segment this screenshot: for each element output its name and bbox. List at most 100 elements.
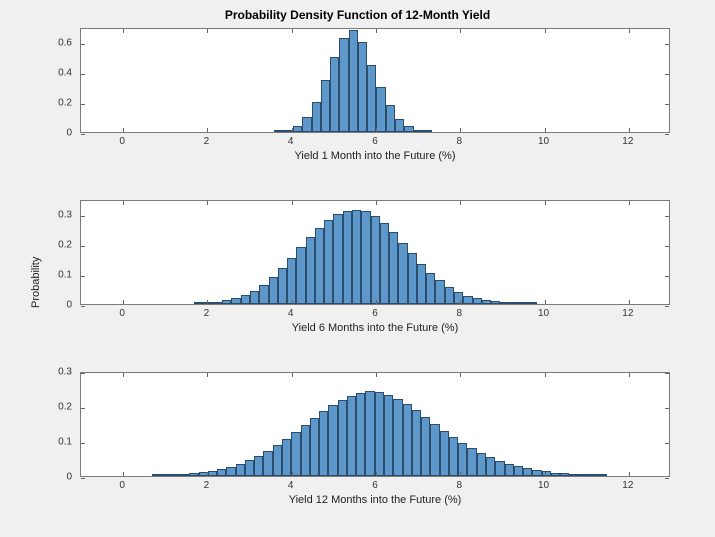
xtick-mark [123, 201, 124, 205]
histogram-bar [361, 211, 370, 304]
histogram-bar [319, 411, 328, 476]
bars-container [81, 29, 669, 132]
xtick-mark [460, 201, 461, 205]
histogram-bar [250, 291, 259, 305]
xtick-mark [123, 300, 124, 304]
xtick-mark [629, 201, 630, 205]
ytick-mark [81, 216, 85, 217]
ytick-mark [665, 216, 669, 217]
histogram-bar [477, 453, 486, 476]
ytick-mark [665, 134, 669, 135]
histogram-bar [259, 285, 268, 305]
xtick-label: 2 [191, 308, 221, 319]
xtick-label: 8 [444, 308, 474, 319]
ytick-mark [81, 306, 85, 307]
histogram-bar [274, 130, 283, 132]
histogram-bar [384, 395, 393, 476]
ytick-mark [81, 443, 85, 444]
xtick-label: 10 [529, 308, 559, 319]
histogram-bar [180, 474, 189, 476]
histogram-bar [482, 300, 491, 304]
ytick-mark [81, 74, 85, 75]
xtick-mark [292, 128, 293, 132]
histogram-bar [486, 457, 495, 476]
bars-container [81, 201, 669, 304]
xtick-mark [376, 201, 377, 205]
xtick-mark [123, 373, 124, 377]
histogram-bar [495, 461, 504, 476]
xtick-mark [545, 472, 546, 476]
xtick-mark [207, 373, 208, 377]
histogram-bar [217, 469, 226, 476]
ytick-label: 0.2 [2, 98, 72, 109]
histogram-bar [445, 287, 454, 304]
plot-area [80, 28, 670, 133]
xtick-label: 12 [613, 480, 643, 491]
histogram-bar [514, 466, 523, 476]
ytick-label: 0.1 [2, 270, 72, 281]
xtick-mark [460, 128, 461, 132]
histogram-bar [417, 264, 426, 305]
ytick-mark [665, 276, 669, 277]
histogram-bar [367, 65, 376, 133]
figure: Probability Density Function of 12-Month… [0, 0, 715, 537]
xtick-mark [629, 300, 630, 304]
histogram-bar [376, 87, 385, 132]
histogram-bar [380, 223, 389, 304]
histogram-bar [222, 300, 231, 304]
histogram-bar [328, 405, 337, 476]
xtick-label: 4 [276, 308, 306, 319]
histogram-bar [454, 292, 463, 304]
ytick-mark [665, 246, 669, 247]
histogram-bar [523, 468, 532, 476]
histogram-bar [343, 211, 352, 304]
xtick-mark [629, 128, 630, 132]
xtick-label: 2 [191, 480, 221, 491]
xtick-label: 4 [276, 136, 306, 147]
histogram-bar [412, 410, 421, 476]
histogram-bar [551, 473, 560, 477]
histogram-bar [371, 216, 380, 305]
subplot-12-months: Yield 12 Months into the Future (%) 00.1… [80, 372, 670, 502]
xtick-mark [376, 373, 377, 377]
histogram-bar [333, 214, 342, 304]
xtick-mark [629, 472, 630, 476]
histogram-bar [404, 126, 413, 132]
ytick-mark [81, 104, 85, 105]
ytick-label: 0.3 [2, 367, 72, 378]
histogram-bar [560, 473, 569, 476]
ytick-mark [81, 134, 85, 135]
histogram-bar [278, 268, 287, 304]
histogram-bar [473, 298, 482, 304]
histogram-bar [171, 474, 180, 476]
histogram-bar [263, 451, 272, 476]
ytick-mark [81, 44, 85, 45]
histogram-bar [365, 391, 374, 476]
xtick-mark [460, 29, 461, 33]
xtick-mark [545, 29, 546, 33]
histogram-bar [510, 302, 519, 304]
ytick-mark [81, 246, 85, 247]
histogram-bar [426, 273, 435, 305]
xtick-mark [207, 300, 208, 304]
xtick-mark [545, 128, 546, 132]
ytick-mark [665, 44, 669, 45]
histogram-bar [301, 425, 310, 476]
histogram-bar [236, 464, 245, 476]
histogram-bar [273, 445, 282, 476]
histogram-bar [393, 399, 402, 476]
xtick-label: 12 [613, 136, 643, 147]
histogram-bar [542, 471, 551, 476]
xtick-mark [123, 128, 124, 132]
histogram-bar [161, 474, 170, 476]
histogram-bar [213, 302, 222, 304]
xtick-label: 8 [444, 480, 474, 491]
histogram-bar [349, 30, 358, 132]
histogram-bar [339, 38, 348, 133]
histogram-bar [458, 443, 467, 476]
histogram-bar [302, 117, 311, 132]
bars-container [81, 373, 669, 476]
histogram-bar [389, 232, 398, 304]
figure-title: Probability Density Function of 12-Month… [0, 8, 715, 22]
ytick-mark [665, 443, 669, 444]
